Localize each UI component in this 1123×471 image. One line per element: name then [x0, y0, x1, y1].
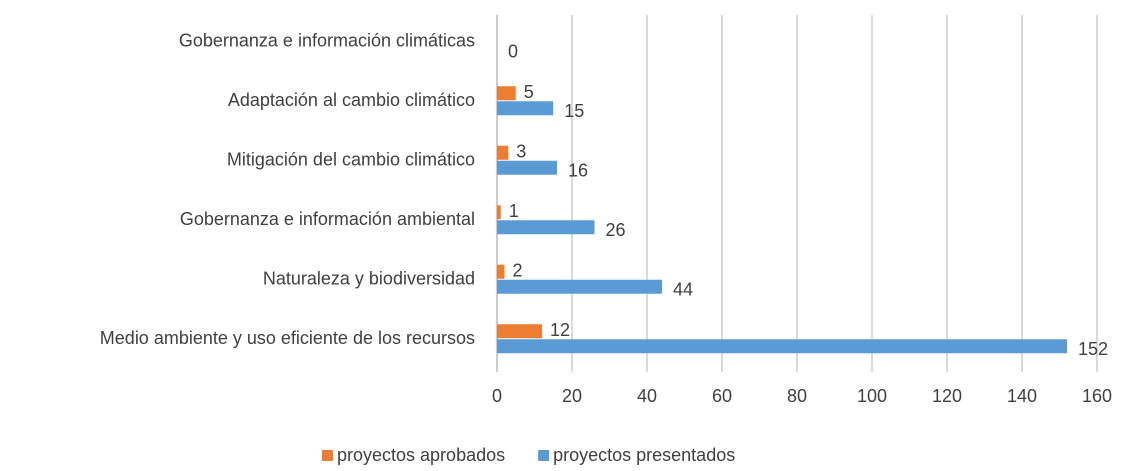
x-tick-label: 60 [712, 386, 732, 406]
legend-label: proyectos aprobados [337, 445, 505, 465]
y-tick-label: Medio ambiente y uso eficiente de los re… [100, 328, 475, 348]
value-label: 16 [568, 161, 588, 181]
x-tick-label: 40 [637, 386, 657, 406]
value-label: 1 [509, 201, 519, 221]
value-label: 0 [508, 42, 518, 62]
x-tick-label: 20 [562, 386, 582, 406]
bar [497, 101, 554, 116]
value-label: 26 [606, 220, 626, 240]
legend-label: proyectos presentados [553, 445, 735, 465]
bar [497, 145, 509, 160]
bar [497, 160, 557, 175]
x-tick-label: 120 [932, 386, 962, 406]
value-label: 2 [513, 261, 523, 281]
value-label: 44 [673, 280, 693, 300]
y-tick-label: Gobernanza e información climáticas [179, 31, 475, 51]
bar [497, 220, 595, 235]
value-label: 3 [516, 142, 526, 162]
legend-swatch [322, 450, 333, 461]
y-tick-label: Gobernanza e información ambiental [180, 209, 475, 229]
value-label: 152 [1078, 339, 1108, 359]
bar [497, 205, 501, 220]
x-tick-label: 100 [857, 386, 887, 406]
bar [497, 86, 516, 101]
x-tick-label: 140 [1007, 386, 1037, 406]
bar [497, 264, 505, 279]
y-tick-label: Naturaleza y biodiversidad [263, 269, 475, 289]
value-label: 12 [550, 320, 570, 340]
bar [497, 279, 662, 294]
bar [497, 339, 1067, 354]
value-label: 5 [524, 82, 534, 102]
y-tick-label: Mitigación del cambio climático [227, 150, 475, 170]
y-tick-label: Adaptación al cambio climático [228, 90, 475, 110]
x-tick-label: 80 [787, 386, 807, 406]
bar [497, 324, 542, 339]
x-tick-label: 0 [492, 386, 502, 406]
x-tick-label: 160 [1082, 386, 1112, 406]
value-label: 15 [564, 101, 584, 121]
legend-swatch [538, 450, 550, 461]
